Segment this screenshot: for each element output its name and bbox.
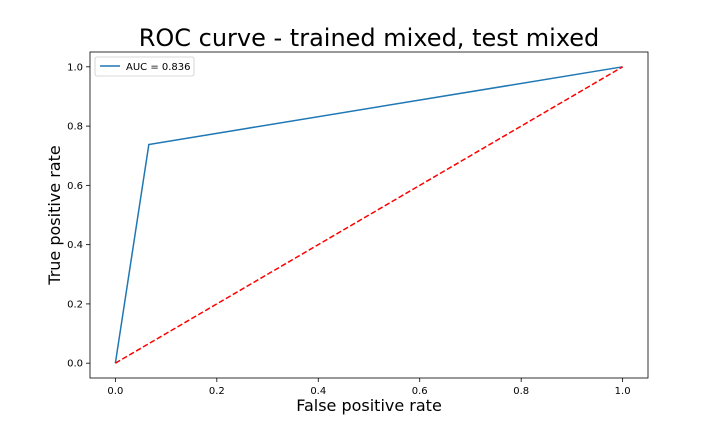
y-tick-label: 0.0 — [67, 359, 83, 370]
y-axis-ticks: 0.0 0.2 0.4 0.6 0.8 1.0 — [67, 62, 90, 370]
legend-entry-label: AUC = 0.836 — [126, 62, 191, 73]
legend-frame — [94, 56, 195, 77]
x-tick-label: 0.2 — [209, 386, 225, 397]
x-tick-label: 0.6 — [412, 386, 428, 397]
x-tick-label: 1.0 — [615, 386, 631, 397]
legend: AUC = 0.836 — [94, 56, 195, 77]
x-axis-label: False positive rate — [296, 396, 442, 415]
y-tick-label: 1.0 — [67, 62, 83, 73]
x-tick-label: 0.4 — [310, 386, 326, 397]
x-tick-label: 0.0 — [107, 386, 123, 397]
chart-title: ROC curve - trained mixed, test mixed — [139, 24, 600, 52]
y-tick-label: 0.2 — [67, 299, 83, 310]
y-tick-label: 0.6 — [67, 181, 83, 192]
roc-curve-line — [114, 66, 623, 364]
chance-diagonal-line — [114, 66, 624, 364]
y-axis-label: True positive rate — [45, 145, 64, 285]
series-layer — [114, 66, 624, 364]
x-tick-label: 0.8 — [513, 386, 529, 397]
y-tick-label: 0.8 — [67, 122, 83, 133]
y-tick-label: 0.4 — [67, 240, 83, 251]
x-axis-ticks: 0.0 0.2 0.4 0.6 0.8 1.0 — [107, 378, 631, 397]
